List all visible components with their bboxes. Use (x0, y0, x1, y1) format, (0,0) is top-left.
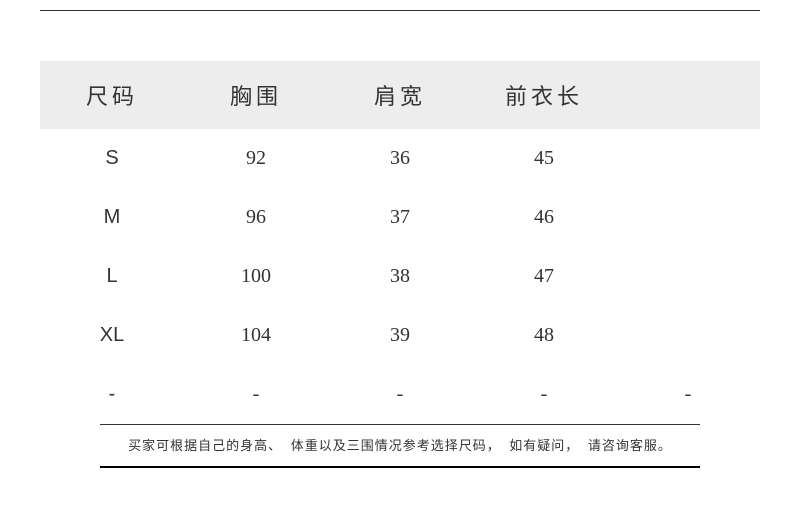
cell-size: S (40, 129, 184, 188)
cell-empty (616, 247, 760, 306)
cell-shoulder: - (328, 365, 472, 424)
size-table: 尺码 胸围 肩宽 前衣长 S 92 36 45 M 96 37 46 (40, 61, 760, 424)
table-row: M 96 37 46 (40, 188, 760, 247)
cell-frontlength: 46 (472, 188, 616, 247)
cell-size: XL (40, 306, 184, 365)
col-shoulder: 肩宽 (328, 61, 472, 129)
cell-empty (616, 129, 760, 188)
bottom-divider (100, 466, 700, 468)
cell-bust: 96 (184, 188, 328, 247)
table-row: L 100 38 47 (40, 247, 760, 306)
cell-size: L (40, 247, 184, 306)
cell-empty (616, 188, 760, 247)
cell-shoulder: 39 (328, 306, 472, 365)
col-bust: 胸围 (184, 61, 328, 129)
cell-shoulder: 37 (328, 188, 472, 247)
cell-bust: 104 (184, 306, 328, 365)
cell-frontlength: 45 (472, 129, 616, 188)
cell-bust: 100 (184, 247, 328, 306)
cell-size: M (40, 188, 184, 247)
table-row: S 92 36 45 (40, 129, 760, 188)
cell-frontlength: - (472, 365, 616, 424)
cell-empty (616, 306, 760, 365)
cell-shoulder: 36 (328, 129, 472, 188)
col-empty (616, 61, 760, 129)
buyer-note: 买家可根据自己的身高、 体重以及三围情况参考选择尺码， 如有疑问， 请咨询客服。 (40, 425, 760, 466)
cell-size: - (40, 365, 184, 424)
cell-shoulder: 38 (328, 247, 472, 306)
table-header-row: 尺码 胸围 肩宽 前衣长 (40, 61, 760, 129)
size-chart-container: 尺码 胸围 肩宽 前衣长 S 92 36 45 M 96 37 46 (0, 0, 800, 468)
cell-bust: 92 (184, 129, 328, 188)
cell-frontlength: 48 (472, 306, 616, 365)
top-divider (40, 10, 760, 11)
table-body: S 92 36 45 M 96 37 46 L 100 38 47 X (40, 129, 760, 424)
col-size: 尺码 (40, 61, 184, 129)
cell-bust: - (184, 365, 328, 424)
col-frontlength: 前衣长 (472, 61, 616, 129)
cell-empty: - (616, 365, 760, 424)
table-row: - - - - - (40, 365, 760, 424)
table-row: XL 104 39 48 (40, 306, 760, 365)
cell-frontlength: 47 (472, 247, 616, 306)
